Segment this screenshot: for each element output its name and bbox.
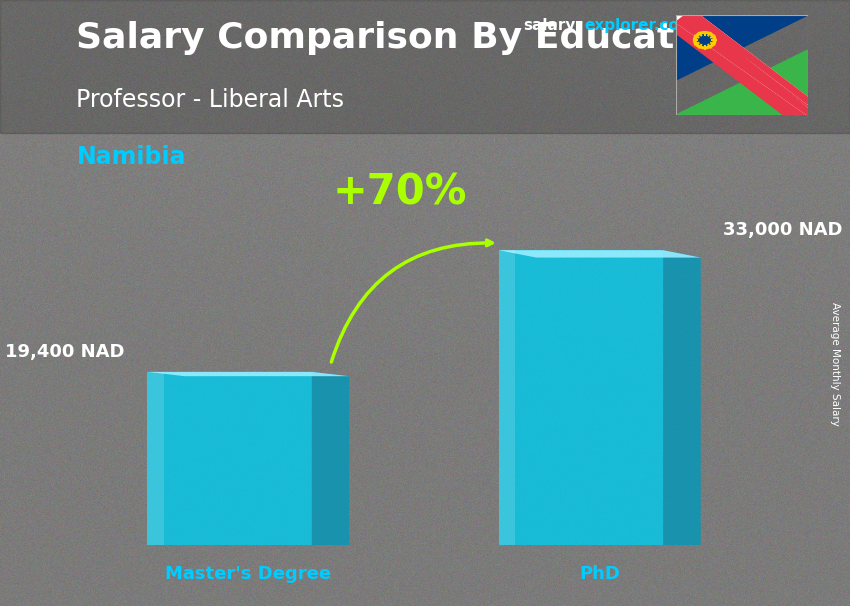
Polygon shape: [676, 15, 807, 80]
Polygon shape: [676, 50, 807, 115]
Text: 19,400 NAD: 19,400 NAD: [5, 343, 125, 361]
Text: Professor - Liberal Arts: Professor - Liberal Arts: [76, 88, 344, 112]
Text: Master's Degree: Master's Degree: [165, 565, 332, 583]
Polygon shape: [499, 250, 700, 258]
Polygon shape: [499, 250, 663, 545]
Text: Namibia: Namibia: [76, 145, 186, 170]
Polygon shape: [663, 250, 700, 545]
Text: 33,000 NAD: 33,000 NAD: [723, 221, 842, 239]
Text: +70%: +70%: [332, 171, 467, 213]
Text: explorer.com: explorer.com: [585, 18, 695, 33]
Text: salary: salary: [523, 18, 575, 33]
Polygon shape: [676, 15, 807, 115]
Circle shape: [698, 35, 712, 45]
Polygon shape: [676, 15, 807, 115]
Polygon shape: [147, 372, 312, 545]
Polygon shape: [147, 372, 164, 545]
Polygon shape: [499, 250, 515, 545]
Text: PhD: PhD: [580, 565, 620, 583]
Polygon shape: [312, 372, 349, 545]
Circle shape: [694, 32, 716, 48]
Polygon shape: [676, 15, 807, 115]
Text: Salary Comparison By Education: Salary Comparison By Education: [76, 21, 738, 55]
Text: Average Monthly Salary: Average Monthly Salary: [830, 302, 840, 425]
Polygon shape: [690, 15, 808, 104]
Polygon shape: [147, 372, 349, 376]
